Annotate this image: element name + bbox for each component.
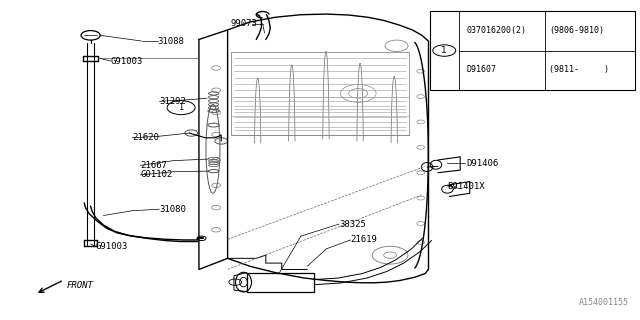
- Text: 31088: 31088: [157, 36, 184, 45]
- Text: 21667: 21667: [140, 161, 167, 170]
- Bar: [429, 11, 636, 90]
- Text: 31080: 31080: [159, 205, 186, 214]
- Text: G91003: G91003: [111, 57, 143, 66]
- Text: B91401X: B91401X: [447, 181, 485, 190]
- Text: 99073: 99073: [231, 19, 258, 28]
- Text: D91406: D91406: [467, 159, 499, 168]
- Text: 1: 1: [442, 46, 447, 55]
- Text: (9806-9810): (9806-9810): [549, 26, 604, 35]
- Text: FRONT: FRONT: [67, 282, 94, 291]
- Text: D91607: D91607: [467, 65, 497, 75]
- Text: 38325: 38325: [339, 220, 366, 228]
- Text: 21619: 21619: [351, 236, 378, 244]
- Text: G01102: G01102: [140, 171, 173, 180]
- Text: (9811-     ): (9811- ): [549, 65, 609, 75]
- Text: 31292: 31292: [159, 97, 186, 106]
- Text: A154001155: A154001155: [579, 298, 629, 307]
- Text: 21620: 21620: [132, 133, 159, 142]
- Text: 037016200(2): 037016200(2): [467, 26, 527, 35]
- Text: 1: 1: [179, 103, 184, 112]
- Text: G91003: G91003: [96, 242, 128, 251]
